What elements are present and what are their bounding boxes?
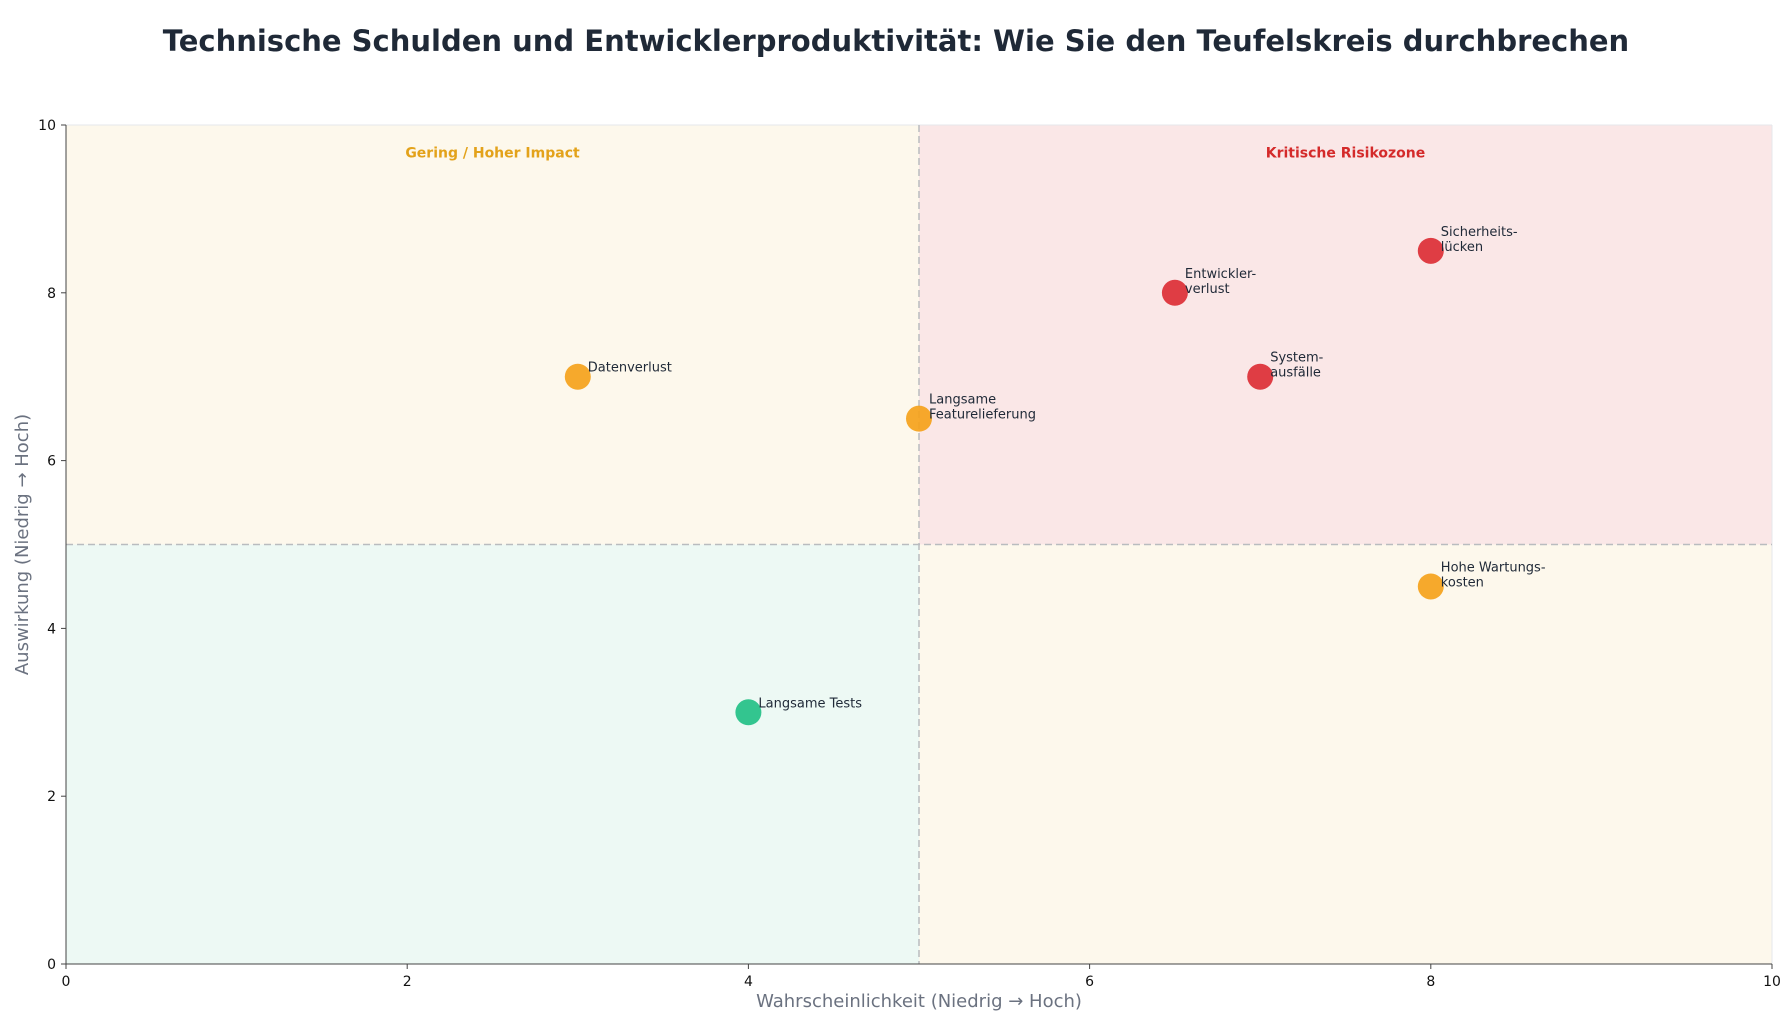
point-label: Hohe Wartungs- <box>1441 560 1546 575</box>
y-tick-label: 2 <box>47 789 56 805</box>
x-tick-label: 4 <box>744 974 753 990</box>
quadrant-label: Gering / Hoher Impact <box>405 146 580 162</box>
point-label: Entwickler- <box>1185 267 1257 282</box>
point-label: verlust <box>1185 282 1230 297</box>
point-label: kosten <box>1441 575 1484 590</box>
point-label: Featurelieferung <box>929 408 1036 423</box>
scatter-point <box>1161 279 1188 306</box>
point-label: lücken <box>1441 240 1483 255</box>
scatter-point <box>906 405 932 432</box>
quadrant-top-left <box>66 125 919 545</box>
x-tick-label: 2 <box>403 974 412 990</box>
point-label: System- <box>1270 351 1323 366</box>
point-label: ausfälle <box>1270 366 1321 381</box>
quadrant-bottom-right <box>919 544 1772 964</box>
x-axis-label: Wahrscheinlichkeit (Niedrig → Hoch) <box>756 991 1082 1012</box>
y-tick-label: 6 <box>47 454 56 470</box>
point-label: Langsame Tests <box>758 696 862 711</box>
point-label: Langsame <box>929 393 996 408</box>
scatter-point <box>1417 573 1444 600</box>
y-axis-label: Auswirkung (Niedrig → Hoch) <box>12 414 33 675</box>
quadrant-top-right <box>919 125 1772 545</box>
x-tick-label: 0 <box>62 974 71 990</box>
y-tick-label: 4 <box>47 621 56 637</box>
x-tick-label: 8 <box>1426 974 1435 990</box>
x-tick-label: 6 <box>1085 974 1094 990</box>
y-tick-label: 10 <box>38 118 56 134</box>
quadrant-label: Kritische Risikozone <box>1266 146 1426 162</box>
scatter-point <box>735 699 762 726</box>
point-label: Sicherheits- <box>1441 225 1518 240</box>
point-label: Datenverlust <box>588 361 672 376</box>
scatter-point <box>1247 363 1274 390</box>
scatter-point <box>564 363 591 390</box>
quadrant-bottom-left <box>66 544 919 964</box>
chart-title: Technische Schulden und Entwicklerproduk… <box>162 24 1630 58</box>
x-tick-label: 10 <box>1763 974 1781 990</box>
y-tick-label: 0 <box>47 957 56 973</box>
scatter-point <box>1417 237 1444 264</box>
y-tick-label: 8 <box>47 286 56 302</box>
